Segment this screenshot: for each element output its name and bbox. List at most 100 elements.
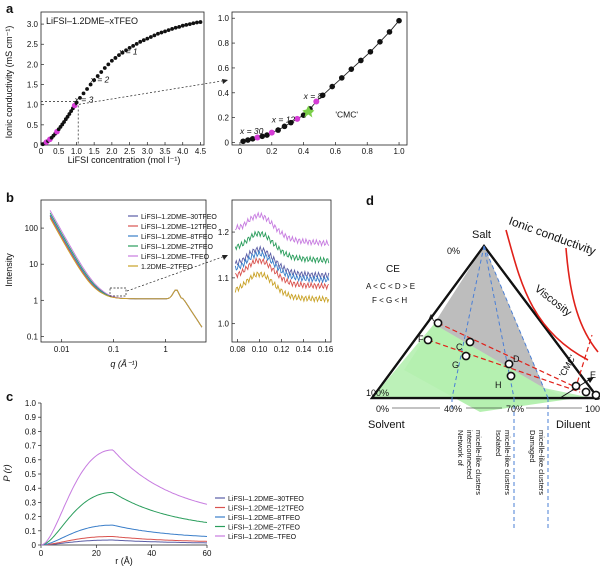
c-ytick-label: 1.0 <box>25 399 37 408</box>
a-left-annotation: x = 3 <box>74 95 94 105</box>
a-left-point <box>156 31 160 36</box>
viscosity-label: Viscosity <box>532 283 574 319</box>
panel-d-diagram: ABCDEFGH Salt 0% 100% 0% 40% 70% 100% So… <box>366 214 600 530</box>
zoom-connector-a <box>74 79 229 106</box>
a-right-point <box>264 132 270 138</box>
panel-c-label: c <box>6 389 13 404</box>
a-left-xtick-label: 1.0 <box>71 147 83 156</box>
a-right-ytick-label: 0.2 <box>218 114 230 123</box>
b-legend-label: LiFSI–1.2DME–30TFEO <box>141 214 217 221</box>
a-left-xtick-label: 2.5 <box>124 147 136 156</box>
a-left-point <box>170 27 175 31</box>
composition-point-f <box>423 335 433 345</box>
dilution-line-A <box>437 322 587 393</box>
composition-label-a: A <box>428 313 434 323</box>
ce-title: CE <box>386 264 400 275</box>
a-left-xtick-label: 1.5 <box>89 147 101 156</box>
a-right-point <box>377 39 383 45</box>
a-left-point <box>120 50 125 55</box>
a-left-title: LiFSI–1.2DME–xTFEO <box>46 16 138 26</box>
a-left-point <box>88 82 93 87</box>
c-ytick-label: 0.6 <box>25 456 37 465</box>
a-left-point <box>113 56 118 60</box>
a-left-ytick-label: 1.0 <box>27 101 39 110</box>
viscosity-curve <box>565 247 599 353</box>
c-legend-label: LiFSI–1.2DME–8TFEO <box>228 515 301 522</box>
ce-line1: A < C < D > E <box>366 282 415 291</box>
b-left-series-line <box>49 214 203 328</box>
a-left-point <box>166 28 171 33</box>
b-left-ytick-label: 1 <box>34 296 39 305</box>
c-ylabel: P (r) <box>2 464 12 481</box>
a-left-ytick-label: 1.5 <box>27 81 39 90</box>
a-left-point <box>138 39 143 44</box>
pct-bottom-right: 100% <box>585 404 600 414</box>
a-left-point <box>148 35 153 39</box>
a-left-point <box>159 30 164 35</box>
dilution-line-F <box>427 339 581 393</box>
a-right-ytick-label: 0.6 <box>218 64 230 73</box>
a-left-point <box>127 45 132 50</box>
composition-label-e: E <box>590 370 596 380</box>
c-ytick-label: 0.4 <box>25 484 37 493</box>
composition-label-f: F <box>418 334 424 344</box>
zoom-arrow-a <box>222 79 228 84</box>
c-ytick-label: 0.3 <box>25 498 37 507</box>
a-right-frame <box>231 11 408 146</box>
b-right-xtick-label: 0.08 <box>230 345 246 354</box>
c-ytick-label: 0 <box>32 541 37 550</box>
a-left-ylabel: Ionic conductivity (mS cm⁻¹) <box>4 26 14 139</box>
a-left-point <box>81 91 86 96</box>
panel-b-right-plot: 0.08 0.10 0.12 0.14 0.16 1.0 1.1 1.2 <box>218 199 334 354</box>
b-legend-label: LiFSI–1.2DME–12TFEO <box>141 224 217 231</box>
pct-bottom-left: 0% <box>376 404 389 414</box>
a-left-point <box>106 62 111 67</box>
a-left-point <box>74 100 79 105</box>
a-left-point <box>187 22 192 26</box>
region3-line1: Damaged <box>528 430 537 463</box>
a-right-ytick-label: 0 <box>225 139 230 148</box>
salt-label: Salt <box>472 229 491 241</box>
c-series-line <box>40 449 208 546</box>
composition-point-b <box>581 387 591 397</box>
region2-line1: Isolated <box>494 430 503 456</box>
b-right-xtick-label: 0.10 <box>252 345 268 354</box>
b-left-xtick-label: 0.01 <box>54 345 70 354</box>
a-right-annotation: 'CMC' <box>335 110 358 120</box>
composition-point-e <box>571 381 581 391</box>
a-right-ytick-label: 0.8 <box>218 39 230 48</box>
a-right-point <box>338 75 345 81</box>
a-left-xlabel: LiFSI concentration (mol l⁻¹) <box>68 155 181 165</box>
panel-a-right-plot: 0 0.2 0.4 0.6 0.8 1.0 0 0.2 0.4 0.6 0.8 1.0 x = 30 x … <box>218 11 408 156</box>
a-left-point <box>65 114 70 119</box>
c-legend-label: LiFSI–1.2DME–30TFEO <box>228 496 304 503</box>
b-right-series-line <box>234 256 330 291</box>
a-left-point <box>102 66 107 70</box>
b-right-series-line <box>234 230 330 265</box>
b-left-series-line <box>49 215 203 328</box>
b-legend-label: LiFSI–1.2DME–8TFEO <box>141 234 214 241</box>
b-left-series-line <box>49 217 203 328</box>
c-legend-label: LiFSI–1.2DME–2TFEO <box>228 525 301 532</box>
a-left-point <box>134 41 139 46</box>
zoom-connector-b <box>126 254 229 292</box>
composition-label-d: D <box>513 354 520 364</box>
a-right-point <box>281 123 288 130</box>
composition-point-c <box>465 337 475 347</box>
a-left-point <box>85 87 89 91</box>
a-left-ytick-label: 0 <box>34 141 39 150</box>
a-right-annotation: x = 8 <box>303 91 323 101</box>
a-left-annotation: x = 1 <box>118 46 138 56</box>
a-left-xtick-label: 0.5 <box>53 147 65 156</box>
a-right-point <box>254 134 261 141</box>
a-left-ytick-label: 2.0 <box>27 60 39 69</box>
a-left-point <box>124 48 128 53</box>
a-left-point <box>152 33 157 38</box>
a-right-ytick-label: 1.0 <box>218 14 230 23</box>
c-series-line <box>41 539 207 546</box>
a-left-point <box>109 58 114 63</box>
b-left-frame <box>40 199 207 343</box>
a-left-xtick-label: 3.0 <box>142 147 154 156</box>
region1-line1: Network of <box>456 430 465 467</box>
composition-point-d <box>504 359 514 369</box>
